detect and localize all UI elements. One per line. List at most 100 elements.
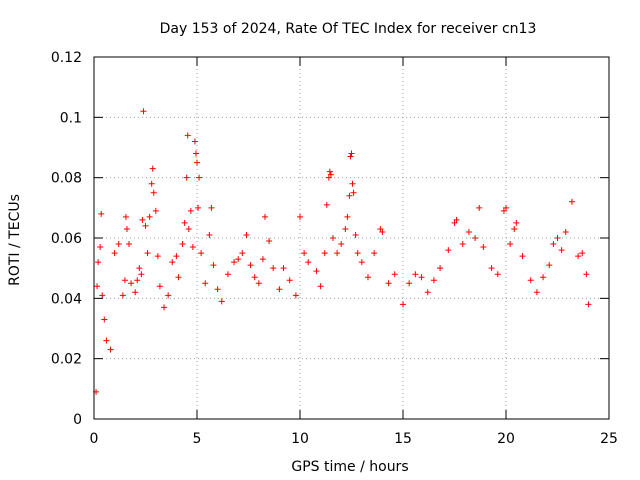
y-axis-label: ROTI / TECUs [7,194,23,286]
y-tick-label: 0.08 [51,171,82,187]
data-points [93,108,592,395]
data-point [325,174,332,181]
data-point [480,244,487,251]
data-point [507,241,514,248]
data-point [286,277,293,284]
data-point [126,241,133,248]
data-point [161,304,168,311]
data-point [134,277,141,284]
data-point [107,346,114,353]
data-point [206,231,213,238]
data-point [527,277,534,284]
data-point [146,213,153,220]
data-point [101,316,108,323]
data-point [459,241,466,248]
y-tick-label: 0.12 [51,50,82,66]
x-tick-label: 15 [394,431,412,447]
data-point [358,259,365,266]
data-point [191,138,198,145]
data-point [349,180,356,187]
data-point [327,171,334,178]
data-point [503,204,509,211]
data-point [575,253,582,260]
data-point [181,219,188,226]
data-point [142,222,149,229]
data-point [323,201,330,208]
data-point [185,225,192,232]
data-point [513,219,520,226]
data-point [144,250,151,257]
data-point [562,228,569,235]
data-point [391,271,398,278]
data-point [148,180,155,187]
data-point [270,265,277,272]
x-tick-label: 0 [90,431,99,447]
x-tick-label: 20 [497,431,515,447]
data-point [140,108,147,115]
data-point [385,280,392,287]
data-point [139,216,146,223]
data-point [346,192,353,199]
data-point [476,204,483,211]
data-point [412,271,419,278]
x-tick-label: 5 [193,431,202,447]
data-point [115,241,122,248]
data-point [128,280,135,287]
data-point [554,235,561,241]
data-point [99,292,106,299]
data-point [585,301,592,308]
data-point [95,259,102,266]
data-point [511,225,518,232]
data-point [175,274,182,281]
data-point [202,280,209,287]
data-point [540,274,547,281]
data-point [94,283,101,290]
x-tick-label: 10 [291,431,309,447]
data-point [297,213,303,220]
data-point [305,259,312,266]
data-point [218,298,225,305]
data-point [121,277,128,284]
data-point [329,235,336,241]
data-point [261,213,268,220]
data-point [494,271,501,278]
data-point [194,159,200,166]
y-tick-label: 0.04 [51,291,82,307]
data-point [123,225,130,232]
data-point [550,241,557,248]
data-point [445,247,452,254]
data-point [235,256,242,263]
data-point [546,262,553,269]
y-tick-label: 0.1 [60,110,82,126]
data-point [98,210,105,217]
y-tick-label: 0 [73,412,82,428]
data-point [231,259,238,266]
data-point [138,271,145,278]
x-tick-label: 25 [600,431,618,447]
data-point [430,277,437,284]
grid-lines [94,57,609,419]
data-point [119,292,126,299]
data-point [198,250,205,257]
y-tick-label: 0.06 [51,231,82,247]
data-point [103,337,110,344]
data-point [243,231,250,238]
data-point [150,189,157,196]
data-point [154,253,161,260]
data-point [342,225,349,232]
axis-ticks: 0 0.02 0.04 0.06 0.08 0.1 0.12 0 5 10 15 20 25 [51,50,618,447]
data-point [465,228,472,235]
data-point [472,235,479,241]
data-point [500,207,507,214]
data-point [165,292,172,299]
data-point [132,289,139,296]
data-point [183,174,190,181]
data-point [169,259,176,266]
data-point [156,283,163,290]
data-point [208,204,215,211]
data-point [149,165,156,172]
data-point [352,231,359,238]
data-point [377,225,384,232]
data-point [292,292,299,299]
